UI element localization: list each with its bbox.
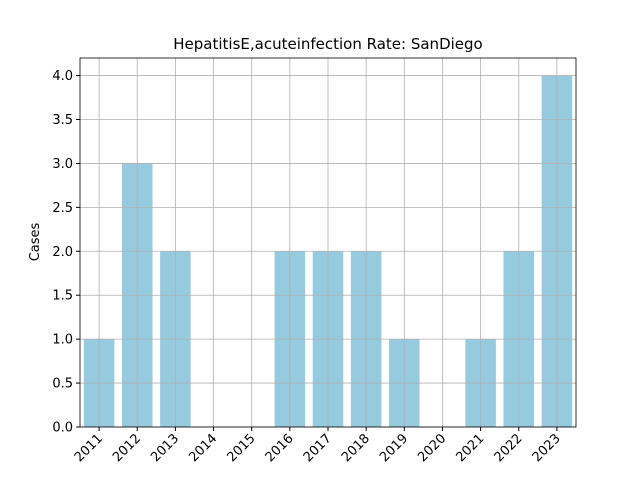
y-tick-label: 0.0: [52, 421, 73, 436]
y-tick-label: 0.5: [52, 377, 73, 392]
x-tick-label: 2011: [72, 431, 106, 465]
y-tick-label: 4.0: [52, 69, 73, 84]
x-tick-label: 2019: [377, 431, 411, 465]
y-tick-label: 2.0: [52, 245, 73, 260]
x-tick-label: 2020: [415, 431, 449, 465]
x-tick-label: 2022: [492, 431, 526, 465]
x-tick-label: 2012: [110, 431, 144, 465]
y-tick-label: 1.5: [52, 289, 73, 304]
chart-title: HepatitisE,acuteinfection Rate: SanDiego: [173, 35, 482, 53]
x-tick-label: 2013: [148, 431, 182, 465]
x-tick-label: 2018: [339, 431, 373, 465]
y-tick-label: 3.5: [52, 113, 73, 128]
plot-frame: [79, 57, 577, 428]
x-tick-label: 2015: [225, 431, 259, 465]
y-tick-label: 3.0: [52, 157, 73, 172]
y-axis-label: Cases: [28, 222, 43, 261]
y-tick-label: 2.5: [52, 201, 73, 216]
y-tick-label: 1.0: [52, 333, 73, 348]
x-tick-label: 2017: [301, 431, 335, 465]
x-tick-label: 2023: [530, 431, 564, 465]
x-tick-label: 2021: [453, 431, 487, 465]
x-tick-label: 2014: [186, 431, 220, 465]
x-tick-label: 2016: [263, 431, 297, 465]
